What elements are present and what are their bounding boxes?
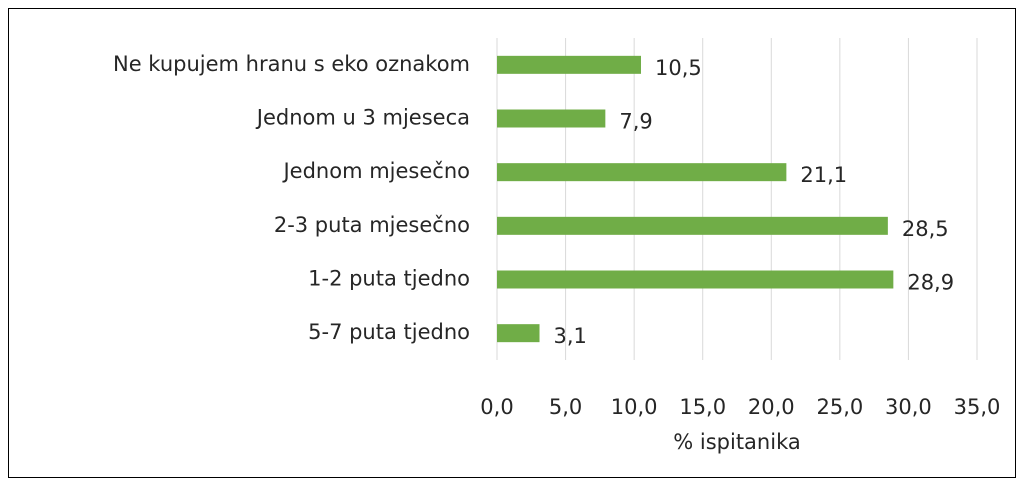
y-tick-label: 1-2 puta tjedno bbox=[308, 267, 470, 291]
data-label: 3,1 bbox=[554, 324, 587, 348]
y-tick-label: 5-7 puta tjedno bbox=[308, 320, 470, 344]
x-tick-label: 20,0 bbox=[748, 395, 795, 419]
bar bbox=[497, 270, 894, 289]
bar bbox=[497, 216, 888, 235]
y-tick-label: Jednom mjesečno bbox=[281, 159, 470, 183]
x-tick-label: 35,0 bbox=[954, 395, 1001, 419]
data-label: 28,9 bbox=[907, 271, 954, 295]
y-tick-label: 2-3 puta mjesečno bbox=[274, 213, 470, 237]
data-label: 21,1 bbox=[800, 163, 847, 187]
x-tick-label: 5,0 bbox=[549, 395, 582, 419]
chart-border bbox=[8, 8, 1016, 478]
bar bbox=[497, 324, 540, 343]
bar bbox=[497, 55, 641, 74]
y-tick-label: Ne kupujem hranu s eko oznakom bbox=[113, 52, 470, 76]
x-tick-label: 25,0 bbox=[816, 395, 863, 419]
x-tick-label: 10,0 bbox=[611, 395, 658, 419]
bar bbox=[497, 109, 606, 128]
data-label: 10,5 bbox=[655, 56, 702, 80]
x-tick-label: 15,0 bbox=[679, 395, 726, 419]
x-tick-label: 0,0 bbox=[480, 395, 513, 419]
x-axis-label: % ispitanika bbox=[673, 430, 800, 454]
x-tick-label: 30,0 bbox=[885, 395, 932, 419]
data-label: 28,5 bbox=[902, 217, 949, 241]
bar bbox=[497, 163, 787, 182]
data-label: 7,9 bbox=[619, 110, 652, 134]
y-tick-label: Jednom u 3 mjeseca bbox=[255, 106, 470, 130]
